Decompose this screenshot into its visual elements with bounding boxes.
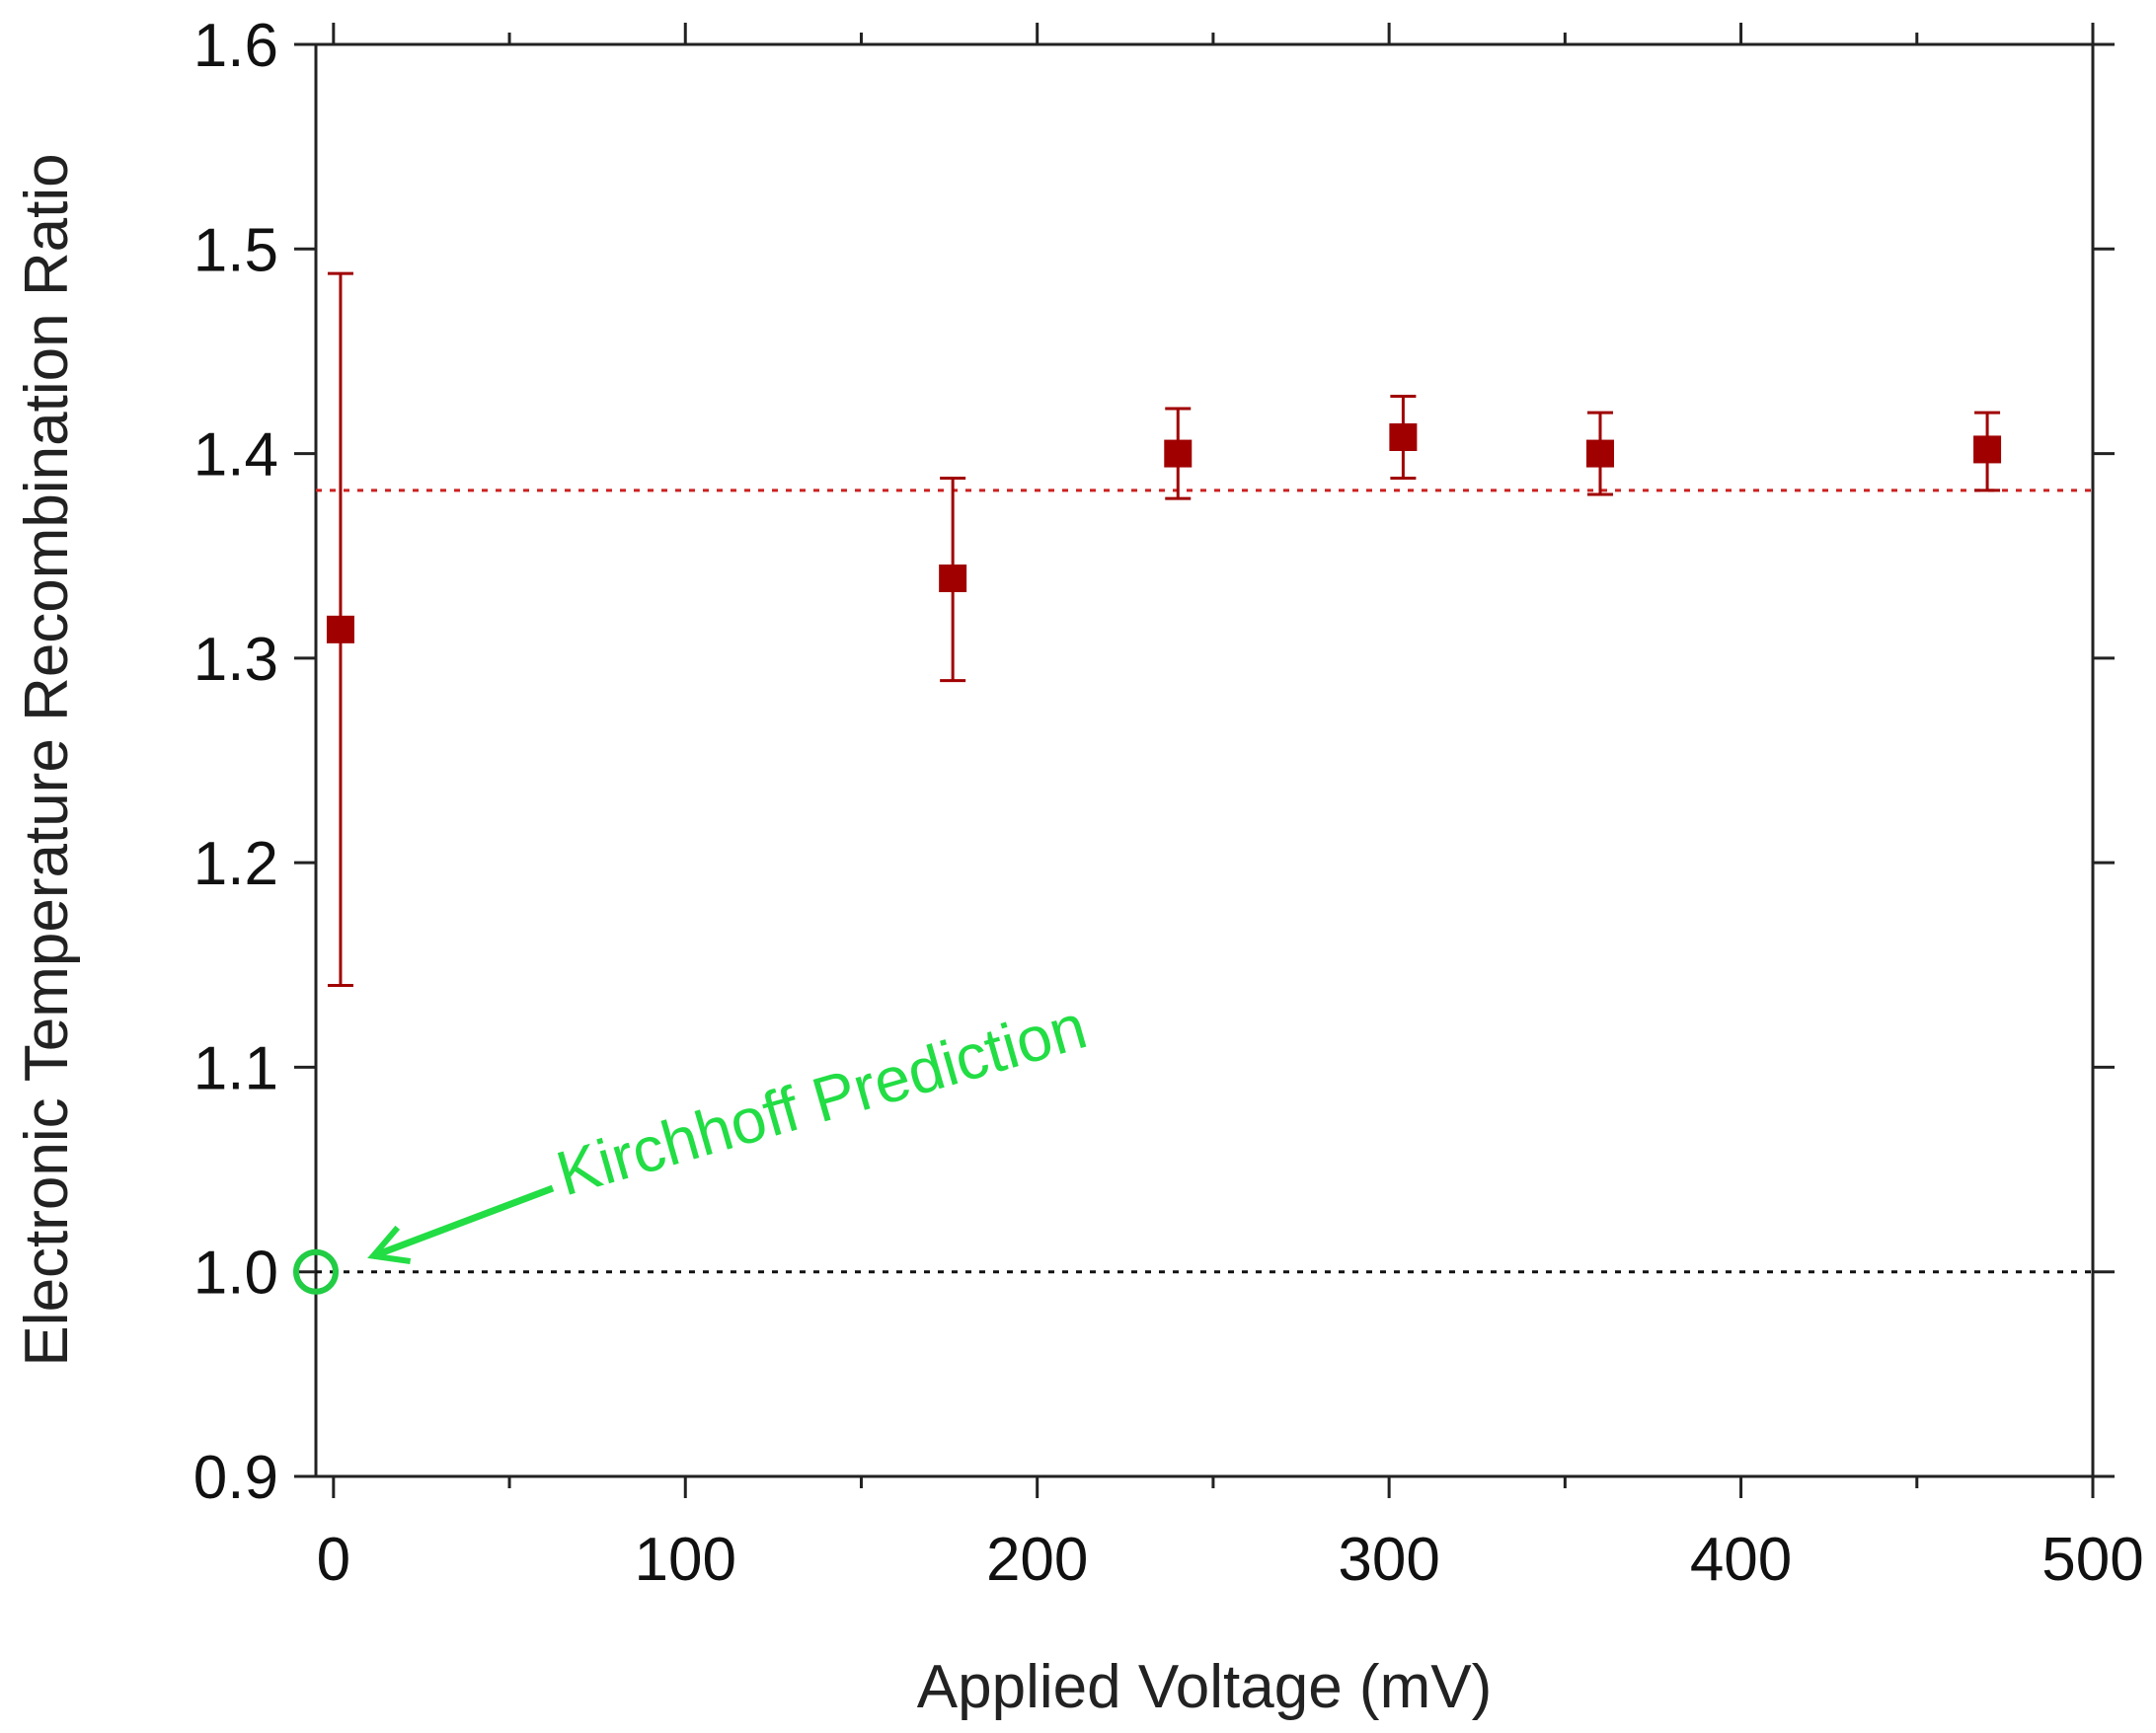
data-points <box>293 422 2002 1295</box>
kirchhoff-annotation: Kirchhoff Prediction <box>367 991 1094 1264</box>
plot-frame <box>314 42 2095 1478</box>
y-tick-label: 1.6 <box>193 12 278 80</box>
reference-lines <box>316 489 2093 1274</box>
y-tick-label: 1.5 <box>193 216 278 284</box>
data-point <box>1973 435 2002 464</box>
kirchhoff-point <box>293 1248 339 1295</box>
axis-ticks <box>294 23 2115 1498</box>
y-axis-title: Electronic Temperature Recombination Rat… <box>13 153 81 1366</box>
x-tick-label: 0 <box>317 1526 350 1594</box>
y-tick-label: 1.0 <box>193 1240 278 1308</box>
x-tick-label: 300 <box>1338 1526 1439 1594</box>
x-tick-label: 500 <box>2041 1526 2143 1594</box>
x-tick-label: 400 <box>1690 1526 1792 1594</box>
y-tick-label: 0.9 <box>193 1444 278 1512</box>
y-tick-label: 1.2 <box>193 830 278 898</box>
annotation-arrow-head <box>367 1225 412 1264</box>
x-tick-label: 100 <box>635 1526 736 1594</box>
annotation-text: Kirchhoff Prediction <box>549 991 1094 1210</box>
data-point <box>1389 422 1418 451</box>
data-point <box>939 565 967 593</box>
data-point <box>1585 439 1614 468</box>
y-tick-label: 1.4 <box>193 421 278 490</box>
annotation-arrow-line <box>371 1184 555 1259</box>
x-axis-title: Applied Voltage (mV) <box>917 1653 1492 1721</box>
x-tick-label: 200 <box>986 1526 1088 1594</box>
error-bars <box>327 271 2001 988</box>
y-tick-label: 1.1 <box>193 1034 278 1102</box>
y-tick-label: 1.3 <box>193 626 278 694</box>
data-point <box>326 615 354 643</box>
data-point <box>1164 439 1193 468</box>
axis-tick-labels: 0 100 200 300 400 500 0.9 1.0 1.1 1.2 1.3 1.4 1.5 1.6 <box>193 12 2144 1594</box>
